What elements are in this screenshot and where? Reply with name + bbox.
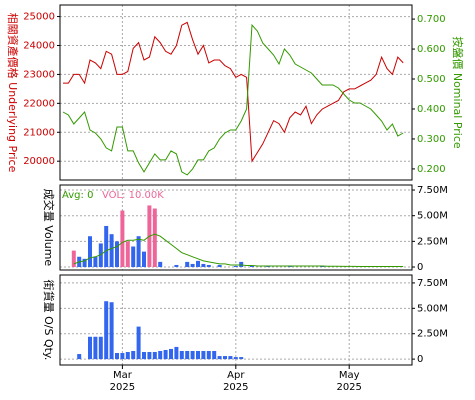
bar [120, 210, 125, 268]
bar [201, 263, 206, 268]
bar [142, 251, 146, 268]
bar [71, 250, 76, 268]
bar [109, 302, 114, 360]
bar [233, 265, 238, 268]
bar [266, 265, 271, 268]
bar [217, 356, 222, 360]
bar [320, 265, 325, 268]
y-tick-label: 2.50M [417, 329, 448, 340]
panel-frame [59, 4, 413, 181]
bar [142, 351, 146, 360]
y-axis-title: 街貨量 O/S Qty. [42, 280, 56, 361]
bar [228, 356, 233, 360]
bar [131, 246, 136, 268]
bar [115, 353, 119, 360]
y-axis-title: 成交量 Volume [42, 189, 56, 267]
bar [190, 350, 195, 360]
bar [196, 350, 200, 360]
bar [152, 351, 157, 360]
bar [77, 354, 82, 360]
bar [125, 241, 130, 268]
y2-tick-label: 0.400 [417, 104, 446, 115]
bar [239, 261, 244, 268]
y-tick-label: 5.00M [417, 303, 448, 314]
bar [98, 336, 103, 360]
bar [109, 234, 114, 268]
line [73, 233, 404, 267]
annotation: VOL: 10.00K [102, 190, 164, 201]
bar [136, 326, 141, 360]
bar [147, 351, 152, 360]
y-tick-label: 5.00M [417, 211, 448, 222]
y2-axis-title: 按盤價 Nominal Price [451, 36, 465, 149]
bar [206, 350, 211, 360]
bar [196, 260, 200, 268]
y2-tick-label: 0.300 [417, 134, 446, 145]
bar [223, 356, 227, 360]
bar [158, 350, 163, 360]
bar [136, 236, 141, 268]
bar [179, 350, 184, 360]
bar [174, 346, 179, 360]
line [62, 23, 404, 176]
bar [250, 265, 254, 268]
y2-tick-label: 0.700 [417, 14, 446, 25]
y-tick-label: 25000 [23, 12, 55, 23]
bar [201, 350, 206, 360]
y-tick-label: 20000 [23, 156, 55, 167]
bar [152, 208, 157, 268]
y-tick-label: 0 [417, 354, 423, 365]
panel-frame [59, 184, 413, 271]
y2-tick-label: 0.200 [417, 164, 446, 175]
bar [158, 261, 163, 268]
line [63, 21, 404, 163]
y-tick-label: 21000 [23, 127, 55, 138]
x-tick-label: Apr 2025 [223, 370, 249, 393]
bar [169, 348, 173, 360]
y-tick-label: 7.50M [417, 185, 448, 196]
bar [104, 225, 109, 268]
bar [190, 263, 195, 268]
bar [206, 264, 211, 268]
annotation: Avg: 0 [62, 190, 93, 201]
bar [93, 256, 98, 268]
bar [174, 264, 179, 268]
y-tick-label: 23000 [23, 69, 55, 80]
y-tick-label: 7.50M [417, 278, 448, 289]
bar [185, 261, 190, 268]
bar [120, 353, 125, 360]
bar [93, 336, 98, 360]
bar [104, 301, 109, 360]
bar [212, 350, 217, 360]
bar [217, 264, 222, 268]
bar [287, 265, 292, 268]
bar [185, 350, 190, 360]
bar [88, 236, 92, 268]
y-tick-label: 0 [417, 262, 423, 273]
bar [131, 350, 136, 360]
bar [82, 258, 87, 268]
bar [88, 336, 92, 360]
bar [239, 357, 244, 360]
x-tick-label: May 2025 [336, 370, 362, 393]
bar [115, 241, 119, 268]
y-tick-label: 22000 [23, 98, 55, 109]
bar [233, 357, 238, 360]
y-axis-title: 相關資產價格 Underlying Price [6, 13, 20, 173]
x-tick-label: Mar 2025 [109, 370, 136, 393]
bar [163, 349, 168, 360]
y2-tick-label: 0.500 [417, 74, 446, 85]
y2-tick-label: 0.600 [417, 44, 446, 55]
bar [125, 351, 130, 360]
y-tick-label: 24000 [23, 40, 55, 51]
y-tick-label: 2.50M [417, 236, 448, 247]
